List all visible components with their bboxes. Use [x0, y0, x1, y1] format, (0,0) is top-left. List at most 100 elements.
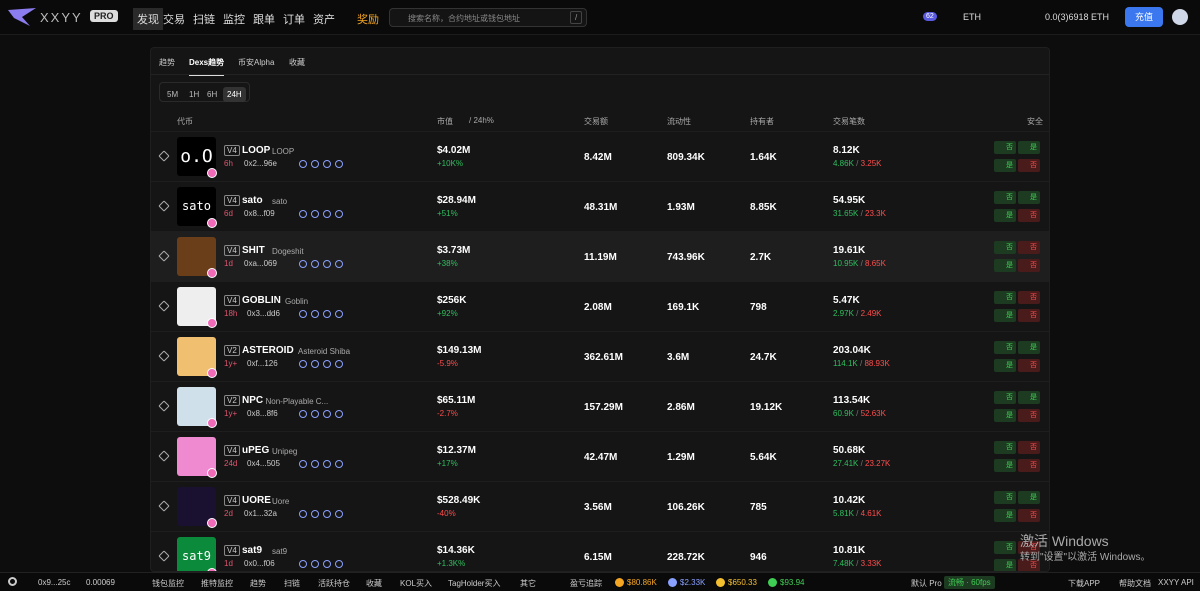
- footer-tool[interactable]: 推特监控: [201, 579, 233, 588]
- social-icon[interactable]: [335, 560, 343, 568]
- nav-link[interactable]: 扫链: [193, 14, 215, 26]
- avatar[interactable]: [1172, 9, 1188, 25]
- social-icon[interactable]: [299, 360, 307, 368]
- social-icon[interactable]: [299, 160, 307, 168]
- address[interactable]: 0xf...126: [247, 359, 278, 368]
- token-row[interactable]: sat9 V4 sat9 sat9 1d 0x0...f06 $14.36K +1.3K% 6.…: [151, 531, 1049, 571]
- footer-tool[interactable]: 趋势: [250, 579, 266, 588]
- social-icon[interactable]: [311, 360, 319, 368]
- tab[interactable]: 币安Alpha: [238, 58, 275, 67]
- social-icon[interactable]: [311, 410, 319, 418]
- footer-tool[interactable]: KOL买入: [400, 579, 433, 588]
- nav-link[interactable]: 奖励: [357, 14, 379, 26]
- social-icon[interactable]: [299, 410, 307, 418]
- address[interactable]: 0x8...f09: [244, 209, 275, 218]
- star[interactable]: [158, 450, 170, 462]
- social-icon[interactable]: [299, 210, 307, 218]
- chain[interactable]: ETH: [963, 12, 981, 22]
- social-icon[interactable]: [299, 260, 307, 268]
- nav-link[interactable]: 发现: [133, 8, 163, 30]
- mode[interactable]: 默认 Pro: [911, 579, 942, 588]
- nav-link[interactable]: 跟单: [253, 14, 275, 26]
- settings-icon[interactable]: [8, 577, 17, 586]
- social-icon[interactable]: [335, 260, 343, 268]
- search-box[interactable]: 搜索名称，合约地址或钱包地址 /: [389, 8, 587, 27]
- notif-count[interactable]: 62: [923, 12, 937, 21]
- star[interactable]: [158, 150, 170, 162]
- footer-tool[interactable]: TagHolder买入: [448, 579, 501, 588]
- social-icon[interactable]: [323, 310, 331, 318]
- social-icon[interactable]: [323, 410, 331, 418]
- social-icon[interactable]: [323, 560, 331, 568]
- social-icon[interactable]: [311, 310, 319, 318]
- footer-link[interactable]: XXYY API: [1158, 578, 1194, 587]
- footer-link[interactable]: 帮助文档: [1119, 579, 1151, 588]
- social-icon[interactable]: [311, 560, 319, 568]
- token-row[interactable]: V4 GOBLIN Goblin 18h 0x3...dd6 $256K +92% 2.08M…: [151, 281, 1049, 331]
- social-icon[interactable]: [311, 510, 319, 518]
- token-row[interactable]: V4 SHIT Dogeshit 1d 0xa...069 $3.73M +38% 11.19…: [151, 231, 1049, 281]
- tab[interactable]: 收藏: [289, 58, 305, 67]
- address[interactable]: 0xa...069: [244, 259, 277, 268]
- social-icon[interactable]: [311, 460, 319, 468]
- footer-tool[interactable]: 扫链: [284, 579, 300, 588]
- timeframe[interactable]: 1H: [189, 90, 200, 99]
- star[interactable]: [158, 400, 170, 412]
- social-icon[interactable]: [335, 160, 343, 168]
- tab[interactable]: 趋势: [159, 58, 175, 67]
- address[interactable]: 0x0...f06: [244, 559, 275, 568]
- address[interactable]: 0x2...96e: [244, 159, 277, 168]
- nav-link[interactable]: 资产: [313, 14, 335, 26]
- social-icon[interactable]: [323, 260, 331, 268]
- address[interactable]: 0x8...8f6: [247, 409, 278, 418]
- token-row[interactable]: V4 uPEG Unipeg 24d 0x4...505 $12.37M +17% 42.47…: [151, 431, 1049, 481]
- social-icon[interactable]: [299, 310, 307, 318]
- star[interactable]: [158, 200, 170, 212]
- social-icon[interactable]: [335, 510, 343, 518]
- tab[interactable]: Dexs趋势: [189, 57, 225, 76]
- social-icon[interactable]: [323, 510, 331, 518]
- footer-tool[interactable]: 其它: [520, 579, 536, 588]
- social-icon[interactable]: [335, 210, 343, 218]
- social-icon[interactable]: [323, 360, 331, 368]
- nav-link[interactable]: 订单: [283, 14, 305, 26]
- address[interactable]: 0x3...dd6: [247, 309, 280, 318]
- social-icon[interactable]: [311, 160, 319, 168]
- footer-tool[interactable]: 钱包监控: [152, 579, 184, 588]
- social-icon[interactable]: [311, 210, 319, 218]
- social-icon[interactable]: [323, 160, 331, 168]
- token-row[interactable]: V2 ASTEROID Asteroid Shiba 1y+ 0xf...126 $149…: [151, 331, 1049, 381]
- address[interactable]: 0x1...32a: [244, 509, 277, 518]
- nav-link[interactable]: 监控: [223, 14, 245, 26]
- star[interactable]: [158, 300, 170, 312]
- social-icon[interactable]: [323, 210, 331, 218]
- timeframe[interactable]: 24H: [223, 87, 246, 102]
- star[interactable]: [158, 250, 170, 262]
- deposit-button[interactable]: 充值: [1125, 7, 1163, 27]
- star[interactable]: [158, 350, 170, 362]
- footer-tool[interactable]: 收藏: [366, 579, 382, 588]
- star[interactable]: [158, 500, 170, 512]
- social-icon[interactable]: [335, 410, 343, 418]
- timeframe[interactable]: 6H: [207, 90, 218, 99]
- nav-link[interactable]: 交易: [163, 14, 185, 26]
- social-icon[interactable]: [299, 460, 307, 468]
- social-icon[interactable]: [299, 510, 307, 518]
- token-row[interactable]: sato V4 sato sato 6d 0x8...f09 $28.94M +51% 48.3…: [151, 181, 1049, 231]
- star[interactable]: [158, 550, 170, 562]
- social-icon[interactable]: [335, 310, 343, 318]
- balance[interactable]: 0.0(3)6918 ETH: [1045, 12, 1110, 22]
- social-icon[interactable]: [335, 460, 343, 468]
- social-icon[interactable]: [323, 460, 331, 468]
- footer-link[interactable]: 下载APP: [1068, 579, 1101, 588]
- social-icon[interactable]: [299, 560, 307, 568]
- address[interactable]: 0x4...505: [247, 459, 280, 468]
- token-row[interactable]: V2 NPC Non-Playable C... 1y+ 0x8...8f6 $65.11…: [151, 381, 1049, 431]
- social-icon[interactable]: [311, 260, 319, 268]
- timeframe[interactable]: 5M: [167, 90, 179, 99]
- token-row[interactable]: o.O V4 LOOP LOOP 6h 0x2...96e $4.02M +10K% 8.42M…: [151, 131, 1049, 181]
- token-row[interactable]: V4 UORE Uore 2d 0x1...32a $528.49K -40% 3.56M 10…: [151, 481, 1049, 531]
- wallet[interactable]: 0x9...25c: [38, 578, 71, 587]
- footer-tool[interactable]: 活跃持仓: [318, 579, 350, 588]
- footer-tool[interactable]: 盈亏追踪: [570, 579, 602, 588]
